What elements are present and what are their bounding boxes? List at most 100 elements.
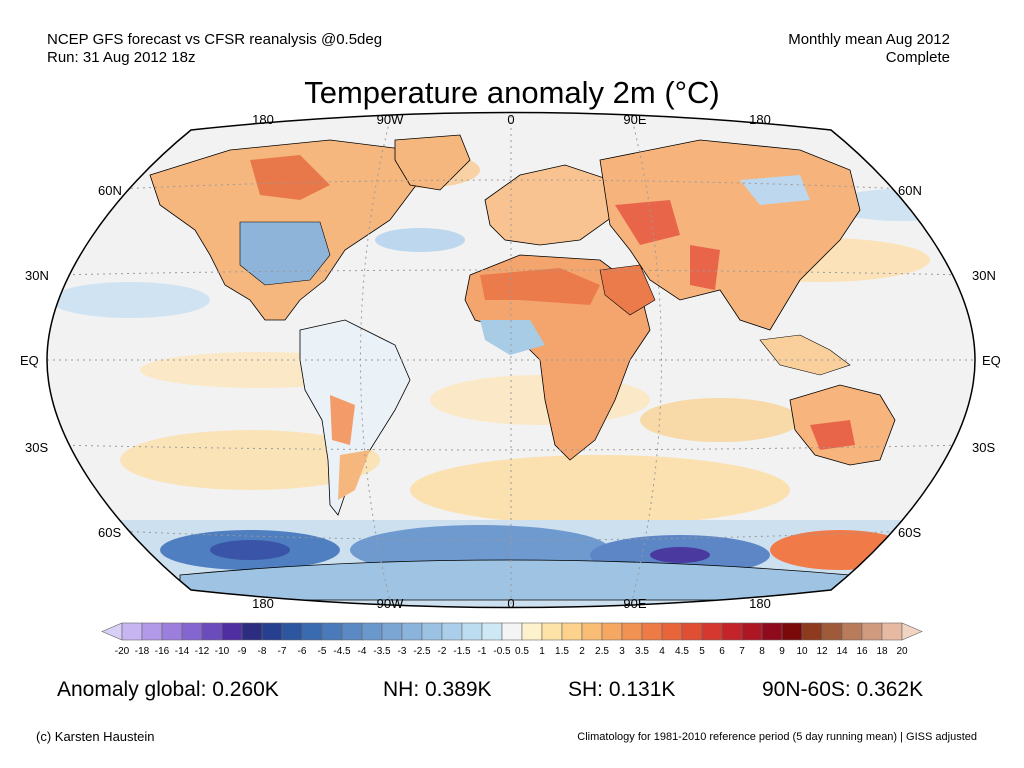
lon-label-top: 90W [377, 112, 404, 127]
lat-label-right: 30S [972, 440, 995, 455]
siberia-cold-region [740, 175, 810, 205]
colorbar-box [181, 622, 203, 641]
colorbar-label: -3 [398, 646, 407, 657]
ocean-warm-patch [640, 398, 800, 442]
colorbar-box [241, 622, 263, 641]
colorbar-box [321, 622, 343, 641]
colorbar-box [221, 622, 243, 641]
colorbar-label: 0.5 [515, 646, 529, 657]
colorbar-label: 3 [619, 646, 625, 657]
colorbar-label: 2.5 [595, 646, 609, 657]
colorbar-label: -1.5 [453, 646, 471, 657]
period-label: Monthly mean Aug 2012 [788, 31, 950, 48]
colorbar-box [541, 622, 563, 641]
colorbar-label: 9 [779, 646, 785, 657]
colorbar-box [161, 622, 183, 641]
continent-antarctica [179, 559, 851, 601]
credit-text: (c) Karsten Haustein [36, 729, 155, 744]
lat-label-right: 30N [972, 268, 996, 283]
lat-label-right: EQ [982, 353, 1001, 368]
anomaly-map: 180 90W 0 90E 180 180 90W 0 90E 180 60N … [20, 111, 1001, 611]
colorbar-box [581, 622, 603, 641]
lon-label-top: 0 [507, 112, 514, 127]
lat-label-left: 30N [25, 268, 49, 283]
colorbar-box [801, 622, 823, 641]
colorbar-arrow-right [901, 622, 923, 641]
south-asia-hot-region [690, 245, 720, 290]
colorbar-label: -0.5 [493, 646, 511, 657]
colorbar-box [441, 622, 463, 641]
lat-label-left: 60S [98, 525, 121, 540]
colorbar-label: -4 [358, 646, 367, 657]
colorbar-label: 16 [856, 646, 868, 657]
continent-greenland [394, 134, 471, 191]
colorbar-label: 4 [659, 646, 665, 657]
colorbar-box [601, 622, 623, 641]
colorbar-label: -6 [298, 646, 307, 657]
lat-label-left: 60N [98, 183, 122, 198]
lon-label-bottom: 90E [623, 596, 646, 611]
colorbar-box [821, 622, 843, 641]
colorbar-label: 8 [759, 646, 765, 657]
lon-label-top: 180 [749, 112, 771, 127]
colorbar-label: 3.5 [635, 646, 649, 657]
colorbar-box [761, 622, 783, 641]
continent-europe [484, 164, 616, 246]
colorbar-box [621, 622, 643, 641]
colorbar-box [281, 622, 303, 641]
colorbar-label: -12 [195, 646, 210, 657]
lat-label-left: EQ [20, 353, 39, 368]
header-right: Monthly mean Aug 2012 Complete [788, 31, 950, 67]
australia-hot-region [810, 420, 855, 450]
globe-outline [46, 111, 976, 609]
colorbar-label: -1 [478, 646, 487, 657]
region-maritime-asia [759, 334, 851, 376]
west-africa-cold-region [480, 320, 545, 355]
colorbar-box [681, 622, 703, 641]
graticule-30n [54, 269, 968, 276]
colorbar-label: -20 [115, 646, 130, 657]
colorbar-boxes [101, 622, 923, 641]
colorbar: -20 -18 -16 -14 -12 -10 -9 -8 -7 -6 -5 -4.5 -4 -3.5 -3… [101, 622, 923, 657]
colorbar-label: -2.5 [413, 646, 431, 657]
usa-cold-region [239, 221, 331, 286]
lon-label-top: 90E [623, 112, 646, 127]
colorbar-box [461, 622, 483, 641]
coordinate-labels: 180 90W 0 90E 180 180 90W 0 90E 180 60N … [20, 112, 1001, 611]
colorbar-box [301, 622, 323, 641]
colorbar-label: 14 [836, 646, 848, 657]
colorbar-label: 12 [816, 646, 828, 657]
colorbar-label: 1 [539, 646, 545, 657]
graticule-90w [360, 114, 392, 606]
ocean-cold-patch [50, 282, 210, 318]
stat-global: Anomaly global: 0.260K [57, 678, 279, 701]
ocean-warm-patch [120, 430, 380, 490]
colorbar-box [781, 622, 803, 641]
colorbar-arrow-left [101, 622, 123, 641]
colorbar-label: 18 [876, 646, 888, 657]
andes-warm-region [330, 395, 355, 445]
header-left: NCEP GFS forecast vs CFSR reanalysis @0.… [47, 31, 382, 67]
anomaly-stats: Anomaly global: 0.260K NH: 0.389K SH: 0.… [0, 678, 1024, 708]
lon-label-bottom: 180 [749, 596, 771, 611]
canada-warm-region [250, 155, 330, 200]
colorbar-box [261, 622, 283, 641]
colorbar-box [381, 622, 403, 641]
colorbar-box [721, 622, 743, 641]
colorbar-box [481, 622, 503, 641]
colorbar-box [861, 622, 883, 641]
colorbar-label: 4.5 [675, 646, 689, 657]
lon-label-bottom: 90W [377, 596, 404, 611]
colorbar-label: -8 [258, 646, 267, 657]
lon-label-top: 180 [252, 112, 274, 127]
colorbar-label: -9 [238, 646, 247, 657]
stat-nh: NH: 0.389K [383, 678, 492, 701]
climatology-note: Climatology for 1981-2010 reference peri… [577, 731, 977, 743]
colorbar-label: 10 [796, 646, 808, 657]
colorbar-label: -18 [135, 646, 150, 657]
colorbar-box [421, 622, 443, 641]
colorbar-box [561, 622, 583, 641]
cold-anomaly [650, 547, 710, 563]
colorbar-box [501, 622, 523, 641]
colorbar-box [841, 622, 863, 641]
